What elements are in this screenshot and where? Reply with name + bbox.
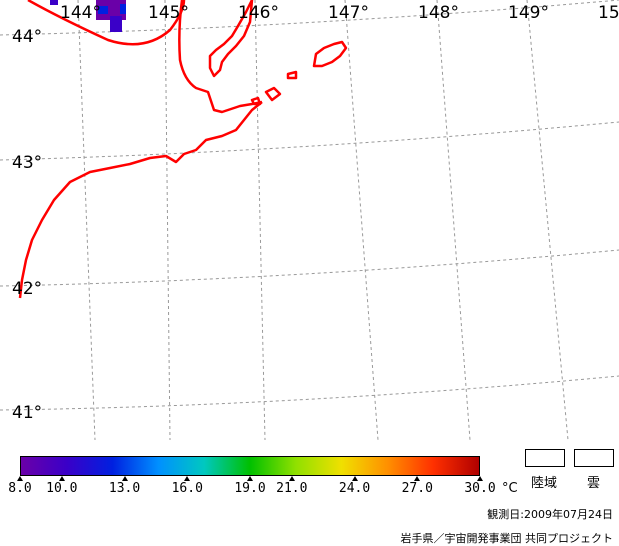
meridian-148	[436, 0, 471, 440]
colorbar-tick-label: 8.0	[8, 481, 32, 496]
colorbar-tick-label: 13.0	[108, 481, 141, 496]
sst-pixels	[50, 0, 126, 32]
habomai-islet-2	[250, 96, 262, 106]
lon-label-147: 147°	[328, 3, 369, 23]
unit-label: °C	[502, 481, 518, 496]
colorbar-tick-mark	[477, 476, 483, 481]
lat-label-41: 41°	[12, 403, 42, 423]
latitude-labels: 44° 43° 42° 41°	[12, 27, 42, 423]
habomai-islet-1	[264, 86, 282, 102]
lat-label-44: 44°	[12, 27, 42, 47]
meridian-149	[526, 0, 569, 440]
colorbar-tick-label: 19.0	[234, 481, 266, 496]
kunashiri-island	[312, 40, 348, 68]
colorbar-tick-mark	[414, 476, 421, 481]
colorbar-tick-label: 10.0	[46, 481, 78, 496]
meridian-146	[254, 0, 266, 440]
sst-map: 144° 145° 146° 147° 148° 149° 15 44° 43°…	[0, 0, 619, 440]
lat-label-43: 43°	[12, 153, 42, 173]
land-legend-swatch	[525, 449, 565, 467]
cloud-legend-label: 雲	[587, 476, 601, 491]
hokkaido-south-coast	[18, 101, 263, 299]
colorbar-tick-mark	[288, 476, 295, 481]
lon-label-149: 149°	[508, 3, 549, 23]
meridian-144	[77, 0, 96, 440]
parallel-41	[0, 375, 619, 411]
colorbar-tick-mark	[58, 476, 65, 481]
colorbar-tick-label: 30.0	[464, 481, 496, 496]
coastline	[18, 0, 348, 299]
shiretoko-peninsula	[208, 0, 254, 78]
lat-label-42: 42°	[12, 279, 42, 299]
meridian-147	[344, 0, 379, 440]
graticule	[0, 0, 619, 440]
lon-label-144: 144°	[60, 3, 101, 23]
nemuro-east-coast	[178, 0, 263, 114]
colorbar-tick-label: 27.0	[401, 481, 433, 496]
colorbar-tick-label: 24.0	[338, 481, 371, 496]
colorbar-tick-mark	[351, 476, 358, 481]
land-legend-label: 陸域	[531, 476, 558, 491]
colorbar-tick-label: 16.0	[171, 481, 203, 496]
shikotan-island	[286, 70, 298, 80]
colorbar-tick-mark	[17, 476, 23, 481]
meridian-145	[164, 0, 171, 440]
parallel-44	[0, 0, 619, 36]
longitude-labels: 144° 145° 146° 147° 148° 149° 15	[60, 3, 619, 23]
lon-label-146: 146°	[238, 3, 279, 23]
colorbar-tick-mark	[121, 476, 128, 481]
lon-label-150: 15	[598, 3, 619, 23]
colorbar-tick-label: 21.0	[276, 481, 308, 496]
temperature-colorbar	[20, 456, 480, 476]
lon-label-145: 145°	[148, 3, 189, 23]
cloud-legend-swatch	[574, 449, 614, 467]
colorbar-tick-mark	[184, 476, 191, 481]
credit-line: 岩手県／宇宙開発事業団 共同プロジェクト	[400, 532, 614, 545]
colorbar-tick-mark	[247, 476, 253, 481]
parallel-42	[0, 249, 619, 287]
lon-label-148: 148°	[418, 3, 459, 23]
parallel-43	[0, 121, 619, 161]
observation-date: 観測日:2009年07月24日	[487, 508, 613, 521]
